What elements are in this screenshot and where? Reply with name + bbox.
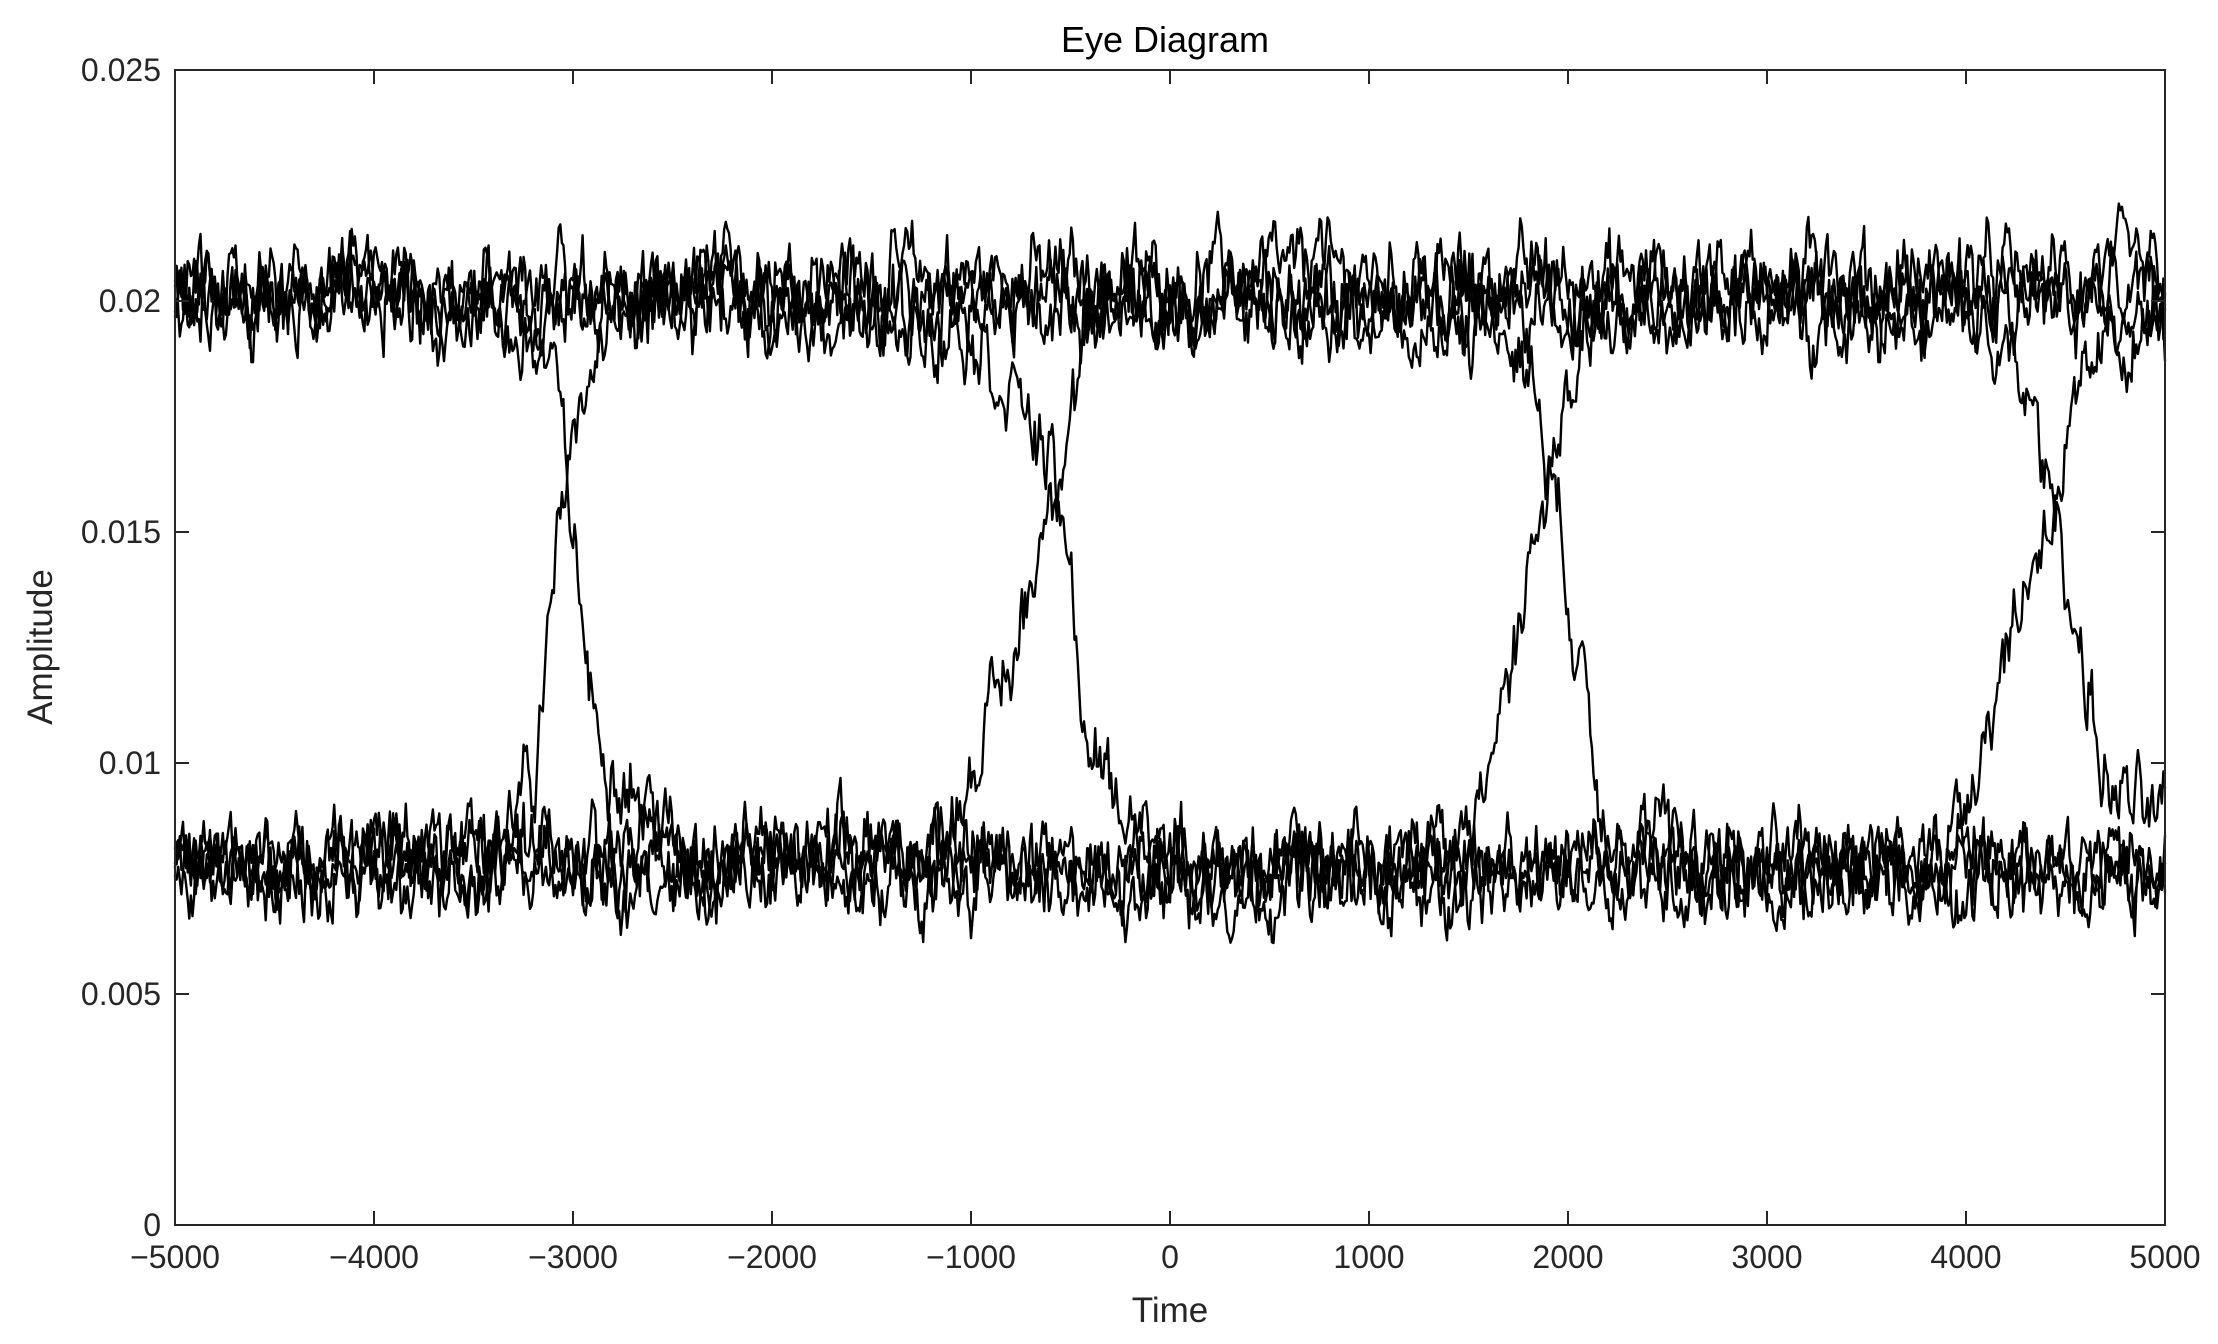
y-tick-label: 0.015 xyxy=(81,514,161,550)
x-tick-label: 5000 xyxy=(2129,1239,2200,1275)
x-tick-label: −2000 xyxy=(727,1239,817,1275)
x-axis-ticks: −5000 −4000 −3000 −2000 −1000 0 1000 2000 3000 40… xyxy=(130,70,2201,1275)
y-tick-label: 0.005 xyxy=(81,976,161,1012)
x-axis-label: Time xyxy=(1132,1291,1208,1330)
x-tick-label: −4000 xyxy=(329,1239,419,1275)
x-tick-label: 4000 xyxy=(1930,1239,2001,1275)
x-tick-label: 3000 xyxy=(1731,1239,1802,1275)
eye-trace-8 xyxy=(173,229,2167,828)
x-tick-label: −1000 xyxy=(926,1239,1016,1275)
y-axis-label: Amplitude xyxy=(21,569,60,725)
plot-traces xyxy=(173,202,2167,945)
y-tick-label: 0.025 xyxy=(81,52,161,88)
eye-trace-5 xyxy=(173,237,2167,930)
y-tick-label: 0 xyxy=(143,1207,161,1243)
chart-title: Eye Diagram xyxy=(1061,19,1269,60)
y-tick-label: 0.01 xyxy=(99,745,161,781)
x-tick-label: 1000 xyxy=(1333,1239,1404,1275)
x-tick-label: −3000 xyxy=(528,1239,618,1275)
y-axis-ticks: 0 0.005 0.01 0.015 0.02 0.025 xyxy=(81,52,2165,1243)
x-tick-label: 0 xyxy=(1161,1239,1179,1275)
x-tick-label: 2000 xyxy=(1532,1239,1603,1275)
y-tick-label: 0.02 xyxy=(99,283,161,319)
eye-trace-7 xyxy=(173,285,2167,933)
x-tick-label: −5000 xyxy=(130,1239,220,1275)
